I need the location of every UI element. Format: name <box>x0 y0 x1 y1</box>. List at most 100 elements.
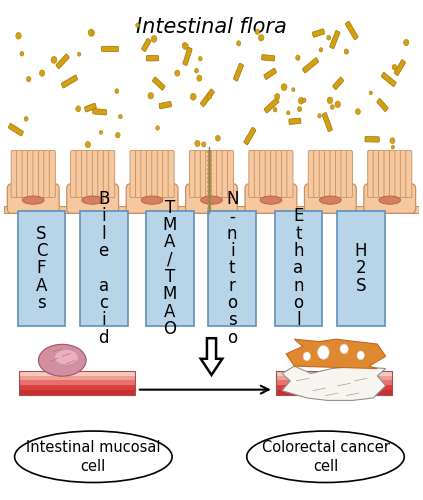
Circle shape <box>330 104 334 110</box>
Circle shape <box>318 346 329 360</box>
Circle shape <box>327 36 331 40</box>
Circle shape <box>319 48 323 52</box>
FancyBboxPatch shape <box>365 136 379 142</box>
Ellipse shape <box>55 350 78 364</box>
FancyBboxPatch shape <box>201 150 206 198</box>
Ellipse shape <box>141 196 163 204</box>
FancyBboxPatch shape <box>330 150 336 198</box>
Circle shape <box>296 55 300 60</box>
Text: E
t
h
a
n
o
l: E t h a n o l <box>293 208 304 330</box>
Circle shape <box>281 84 287 90</box>
Circle shape <box>151 36 157 43</box>
Circle shape <box>357 351 365 360</box>
Bar <box>4 206 419 213</box>
FancyBboxPatch shape <box>85 103 96 112</box>
Circle shape <box>39 70 45 76</box>
FancyBboxPatch shape <box>141 150 147 198</box>
Ellipse shape <box>319 196 341 204</box>
FancyBboxPatch shape <box>98 150 104 198</box>
FancyBboxPatch shape <box>319 150 325 198</box>
Circle shape <box>88 30 93 36</box>
FancyBboxPatch shape <box>324 150 331 198</box>
FancyBboxPatch shape <box>233 63 244 81</box>
Circle shape <box>327 97 333 103</box>
FancyBboxPatch shape <box>314 150 320 198</box>
FancyBboxPatch shape <box>56 54 69 69</box>
FancyBboxPatch shape <box>217 150 222 198</box>
Polygon shape <box>286 339 386 368</box>
Circle shape <box>208 154 211 158</box>
FancyBboxPatch shape <box>384 150 390 198</box>
Text: H
2
S: H 2 S <box>354 242 367 294</box>
FancyBboxPatch shape <box>67 184 118 213</box>
FancyBboxPatch shape <box>264 68 276 80</box>
Bar <box>146 211 194 326</box>
FancyBboxPatch shape <box>157 150 163 198</box>
FancyBboxPatch shape <box>130 150 136 198</box>
Circle shape <box>335 101 341 107</box>
Circle shape <box>303 352 310 360</box>
Circle shape <box>190 94 196 100</box>
Circle shape <box>118 114 122 119</box>
Circle shape <box>273 108 277 112</box>
FancyBboxPatch shape <box>244 128 256 145</box>
FancyBboxPatch shape <box>7 184 59 213</box>
FancyBboxPatch shape <box>146 150 152 198</box>
Text: S
C
F
A
s: S C F A s <box>36 225 47 312</box>
FancyBboxPatch shape <box>33 150 39 198</box>
Circle shape <box>344 49 349 54</box>
Ellipse shape <box>247 431 404 482</box>
FancyBboxPatch shape <box>195 150 201 198</box>
Circle shape <box>391 145 395 149</box>
Circle shape <box>208 150 211 154</box>
Circle shape <box>390 138 395 143</box>
FancyBboxPatch shape <box>330 30 340 49</box>
FancyBboxPatch shape <box>377 98 388 112</box>
Bar <box>209 211 256 326</box>
FancyBboxPatch shape <box>395 150 401 198</box>
FancyBboxPatch shape <box>92 150 99 198</box>
Circle shape <box>208 180 211 184</box>
Ellipse shape <box>379 196 401 204</box>
FancyBboxPatch shape <box>71 150 77 198</box>
Text: Intestinal mucosal
cell: Intestinal mucosal cell <box>26 440 161 474</box>
Circle shape <box>198 56 202 61</box>
Ellipse shape <box>201 196 222 204</box>
Ellipse shape <box>260 196 282 204</box>
Bar <box>80 211 128 326</box>
Text: Colorectal cancer
cell: Colorectal cancer cell <box>261 440 390 474</box>
FancyBboxPatch shape <box>159 102 171 109</box>
FancyBboxPatch shape <box>126 184 178 213</box>
Circle shape <box>355 108 360 114</box>
FancyBboxPatch shape <box>103 150 109 198</box>
FancyBboxPatch shape <box>201 89 214 106</box>
Bar <box>276 371 392 376</box>
Circle shape <box>183 43 188 50</box>
Circle shape <box>76 106 81 112</box>
Circle shape <box>175 70 180 76</box>
Circle shape <box>51 56 57 64</box>
Circle shape <box>136 23 140 28</box>
Circle shape <box>236 40 241 46</box>
FancyBboxPatch shape <box>11 150 17 198</box>
Circle shape <box>208 172 211 175</box>
Circle shape <box>208 198 211 202</box>
FancyBboxPatch shape <box>373 150 379 198</box>
Polygon shape <box>201 338 222 375</box>
FancyBboxPatch shape <box>254 150 260 198</box>
FancyBboxPatch shape <box>276 150 282 198</box>
Text: Intestinal flora: Intestinal flora <box>136 17 287 38</box>
Circle shape <box>215 136 220 141</box>
FancyBboxPatch shape <box>264 98 279 113</box>
FancyBboxPatch shape <box>44 150 50 198</box>
Circle shape <box>291 88 295 92</box>
Circle shape <box>208 194 211 198</box>
FancyBboxPatch shape <box>183 47 192 66</box>
Bar <box>337 211 385 326</box>
FancyBboxPatch shape <box>82 150 88 198</box>
Bar <box>275 211 322 326</box>
FancyBboxPatch shape <box>345 21 358 40</box>
Bar <box>19 376 135 380</box>
FancyBboxPatch shape <box>390 150 396 198</box>
Circle shape <box>275 94 280 100</box>
